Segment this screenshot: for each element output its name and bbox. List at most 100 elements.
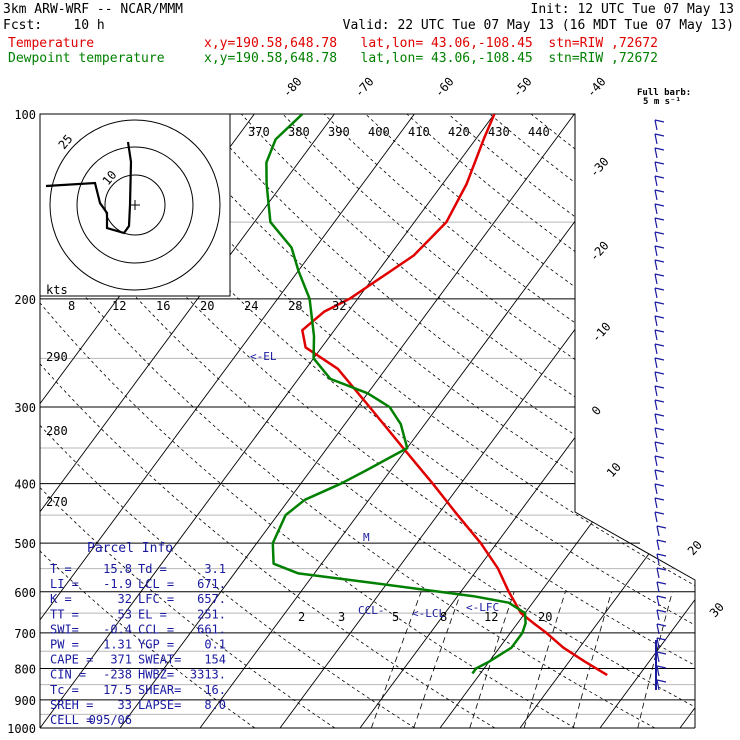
parcel-value: 095/06 bbox=[89, 713, 132, 727]
wind-barb bbox=[654, 343, 658, 355]
wind-barb bbox=[656, 595, 660, 607]
dry-adiabat bbox=[40, 114, 695, 728]
wind-barb bbox=[656, 581, 660, 593]
wind-barb bbox=[654, 399, 658, 411]
wind-barb bbox=[654, 147, 665, 151]
wind-barb bbox=[654, 329, 665, 333]
wind-barb bbox=[656, 623, 667, 627]
barb-legend-line2: 5 m s⁻¹ bbox=[643, 97, 681, 107]
theta-label: 380 bbox=[288, 125, 310, 139]
mixing-ratio-label: 3 bbox=[338, 610, 345, 624]
isotherm bbox=[40, 114, 335, 728]
dry-adiabat bbox=[406, 114, 695, 728]
parcel-value: 53 bbox=[118, 607, 132, 621]
pressure-tick-label: 600 bbox=[14, 586, 36, 600]
dry-adiabat bbox=[40, 114, 416, 728]
theta-label: 410 bbox=[408, 125, 430, 139]
wind-barb bbox=[656, 525, 667, 529]
dry-adiabat bbox=[40, 114, 256, 728]
wind-barb bbox=[654, 329, 658, 341]
parcel-value: 0.1 bbox=[204, 638, 226, 652]
theta-label: 270 bbox=[46, 495, 68, 509]
theta-label: 370 bbox=[248, 125, 270, 139]
pressure-tick-label: 700 bbox=[14, 627, 36, 641]
parcel-value: 661. bbox=[197, 622, 226, 636]
parcel-value: 17.5 bbox=[103, 683, 132, 697]
wind-barb bbox=[656, 637, 667, 641]
dry-adiabat bbox=[282, 114, 695, 728]
pressure-tick-label: 400 bbox=[14, 478, 36, 492]
wind-barb bbox=[656, 553, 660, 565]
wind-barb bbox=[654, 441, 658, 453]
parcel-value: 8.0 bbox=[204, 698, 226, 712]
wind-barb bbox=[654, 511, 658, 523]
theta-label: 290 bbox=[46, 350, 68, 364]
parcel-value: -238 bbox=[103, 668, 132, 682]
wind-barb bbox=[654, 399, 665, 403]
temperature-line bbox=[301, 114, 608, 677]
theta-label: 430 bbox=[488, 125, 510, 139]
parcel-key: Tc = bbox=[50, 683, 79, 697]
wind-barb bbox=[656, 665, 660, 677]
wind-barb bbox=[656, 595, 667, 599]
wind-barb bbox=[656, 623, 660, 635]
wind-barb bbox=[656, 679, 667, 683]
hodo-speed-label: 28 bbox=[288, 299, 302, 313]
wind-barb bbox=[654, 357, 665, 361]
parcel-value: 3.1 bbox=[204, 562, 226, 576]
wind-barb bbox=[654, 287, 665, 291]
parcel-key: SWI= bbox=[50, 622, 79, 636]
wind-barb bbox=[654, 119, 658, 131]
dry-adiabat bbox=[199, 114, 695, 728]
parcel-info-title: Parcel Info bbox=[87, 541, 173, 556]
parcel-key: TT = bbox=[50, 607, 79, 621]
pressure-tick-label: 200 bbox=[14, 293, 36, 307]
wind-barb bbox=[654, 301, 665, 305]
wind-barb bbox=[654, 287, 658, 299]
hodo-speed-label: 12 bbox=[112, 299, 126, 313]
wind-barb bbox=[654, 469, 658, 481]
mixing-ratio-label: 5 bbox=[392, 610, 399, 624]
isotherm-label: -70 bbox=[352, 75, 377, 100]
mixing-ratio-label: 12 bbox=[484, 610, 498, 624]
wind-barb bbox=[654, 273, 658, 285]
dry-adiabat bbox=[613, 114, 695, 728]
pressure-tick-label: 300 bbox=[14, 401, 36, 415]
parcel-key: CAPE = bbox=[50, 653, 93, 667]
mixing-ratio-label: 20 bbox=[538, 610, 552, 624]
wind-barb bbox=[654, 343, 665, 347]
isotherm-label: -50 bbox=[510, 75, 535, 100]
parcel-key: LFC = bbox=[138, 592, 174, 606]
parcel-key: HWBZ= bbox=[138, 668, 174, 682]
el-label: <-EL bbox=[250, 350, 277, 363]
hodo-ring-inner bbox=[104, 174, 166, 236]
wind-barb bbox=[656, 567, 660, 579]
wind-barb bbox=[656, 539, 667, 543]
theta-label: 420 bbox=[448, 125, 470, 139]
wind-barb bbox=[654, 189, 658, 201]
dry-adiabat bbox=[448, 114, 695, 728]
parcel-key: K = bbox=[50, 592, 72, 606]
ccl-label: CCL- bbox=[358, 604, 385, 617]
model-title: 3km ARW-WRF -- NCAR/MMM bbox=[3, 2, 184, 17]
parcel-value: 15.8 bbox=[103, 562, 132, 576]
wind-barb bbox=[654, 231, 665, 235]
isotherm-label: 10 bbox=[604, 460, 624, 480]
wind-barb bbox=[654, 161, 658, 173]
theta-label: 400 bbox=[368, 125, 390, 139]
wind-barb bbox=[654, 315, 658, 327]
hodo-speed-label: 24 bbox=[244, 299, 258, 313]
parcel-value: 1.31 bbox=[103, 638, 132, 652]
wind-barb bbox=[654, 161, 665, 165]
hodograph-trace bbox=[45, 141, 133, 235]
parcel-key: LCL = bbox=[138, 577, 174, 591]
isotherm-label: -10 bbox=[589, 320, 614, 345]
isotherm-label: -20 bbox=[587, 239, 612, 264]
pressure-tick-label: 100 bbox=[14, 108, 36, 122]
parcel-value: 154 bbox=[204, 653, 226, 667]
isotherm bbox=[40, 114, 415, 728]
wind-barb bbox=[654, 427, 658, 439]
wind-barb bbox=[654, 273, 665, 277]
wind-barb bbox=[654, 371, 658, 383]
wind-barb bbox=[654, 259, 665, 263]
